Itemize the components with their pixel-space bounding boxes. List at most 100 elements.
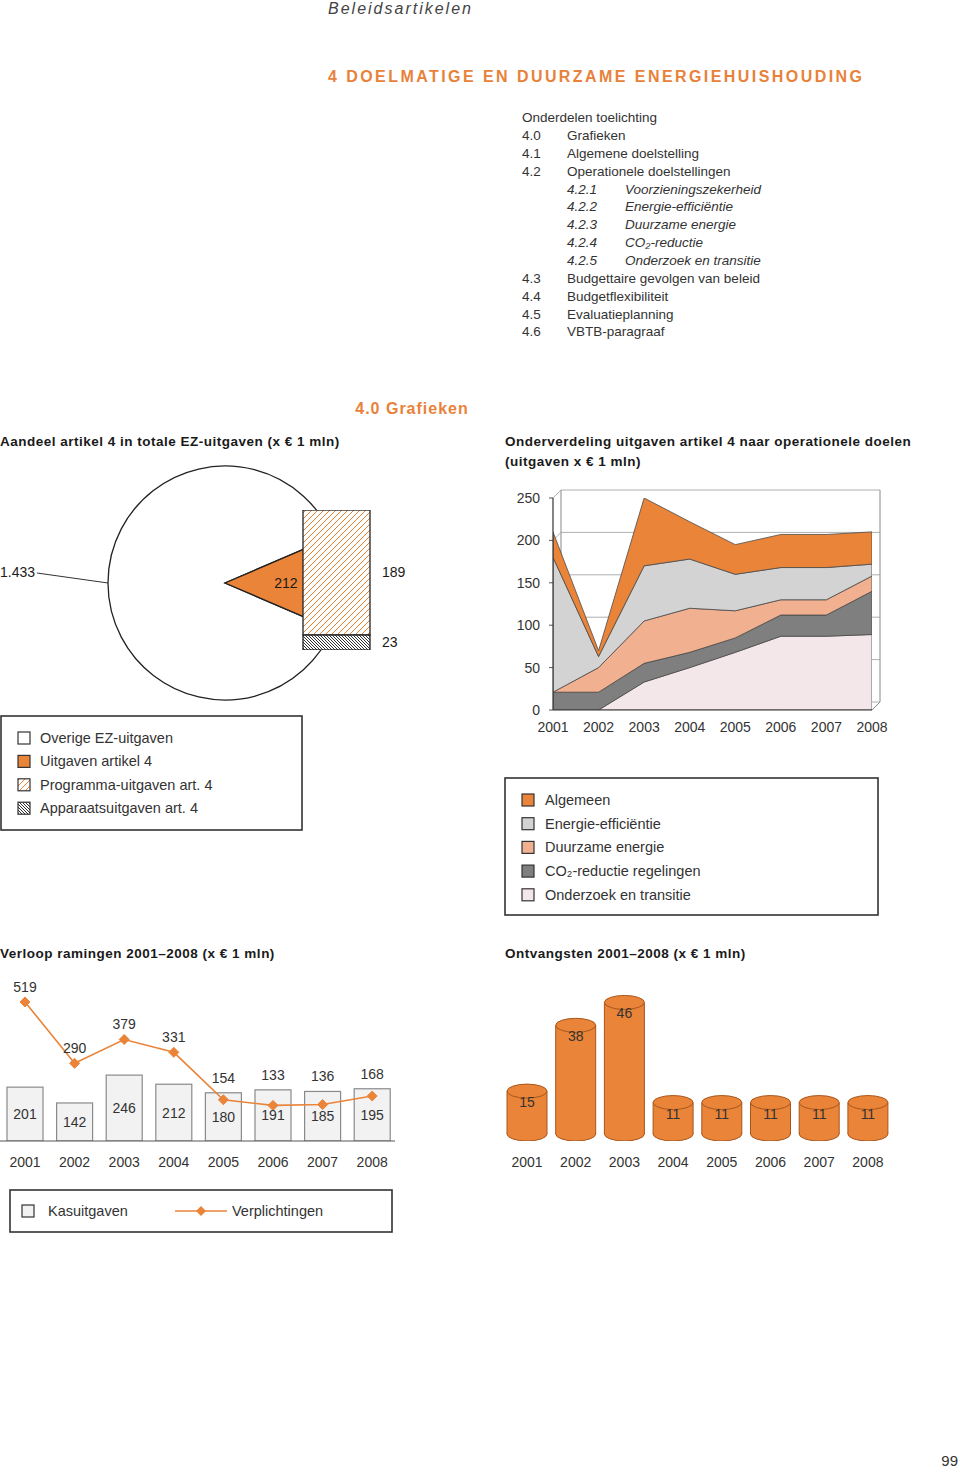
data-label: 195 <box>361 1107 385 1123</box>
tick-label: 2006 <box>765 719 796 735</box>
area-group <box>553 498 872 710</box>
toc-text: Duurzame energie <box>625 217 736 232</box>
legend-box <box>1 716 302 830</box>
bar-edge <box>644 1002 645 1134</box>
toc-number: 4.6 <box>522 324 541 339</box>
tick-label: 2001 <box>537 719 568 735</box>
data-label: 168 <box>361 1066 385 1082</box>
baseline <box>0 1141 395 1142</box>
bar <box>305 1091 341 1141</box>
bar-group <box>507 995 888 1141</box>
leader-line <box>37 573 108 583</box>
toc-text: Voorzieningszekerheid <box>625 182 762 197</box>
grid-line <box>561 532 880 533</box>
toc-text: Budgetflexibiliteit <box>567 289 669 304</box>
toc-text: VBTB-paragraaf <box>567 324 665 339</box>
data-label: 1.433 <box>0 564 35 580</box>
toc-text: Operationele doelstellingen <box>567 164 731 179</box>
legend-label: Overige EZ-uitgaven <box>40 730 173 746</box>
tick-label: 2002 <box>560 1154 591 1170</box>
line-marker <box>169 1047 179 1057</box>
data-label: 290 <box>63 1040 87 1056</box>
section-heading: 4.0 Grafieken <box>355 400 469 417</box>
bar-edge <box>595 1025 596 1134</box>
legend-box <box>505 778 878 915</box>
tick-label: 2005 <box>208 1154 239 1170</box>
toc-number: 4.2 <box>522 164 541 179</box>
tick-label: 2006 <box>257 1154 288 1170</box>
bar-segment <box>303 510 370 635</box>
toc-text: CO₂-reductie <box>625 235 703 250</box>
tick-label: 2007 <box>804 1154 835 1170</box>
tick-label: 250 <box>517 490 541 506</box>
bar-edge <box>693 1103 694 1134</box>
bar-edge <box>547 1091 548 1134</box>
legend-swatch <box>18 755 30 767</box>
data-label: 136 <box>311 1068 335 1084</box>
legend-swatch <box>522 841 534 853</box>
tick-label: 0 <box>532 702 540 718</box>
bar-edge <box>507 1091 508 1134</box>
legend-label: Programma-uitgaven art. 4 <box>40 777 212 793</box>
tick-label: 2005 <box>706 1154 737 1170</box>
tick-label: 2008 <box>856 719 887 735</box>
legend-swatch <box>18 779 30 791</box>
tick-label: 2001 <box>9 1154 40 1170</box>
bar <box>156 1084 192 1141</box>
legend-label: Kasuitgaven <box>48 1203 128 1219</box>
legend-box <box>10 1190 392 1232</box>
data-label: 189 <box>382 564 406 580</box>
tick-label: 2006 <box>755 1154 786 1170</box>
bar-edge <box>847 1103 848 1134</box>
tick-label: 2003 <box>609 1154 640 1170</box>
bar-edge <box>799 1103 800 1134</box>
running-head: Beleidsartikelen <box>328 0 473 17</box>
data-label: 191 <box>261 1107 285 1123</box>
tick-label: 200 <box>517 532 541 548</box>
tick-label: 2003 <box>109 1154 140 1170</box>
data-label: 15 <box>519 1094 535 1110</box>
data-label: 11 <box>715 1106 730 1122</box>
data-label: 519 <box>13 979 37 995</box>
legend-label: Algemeen <box>545 792 610 808</box>
toc-number: 4.2.1 <box>567 182 597 197</box>
bar <box>255 1090 291 1141</box>
toc-text: Algemene doelstelling <box>567 146 699 161</box>
line-marker <box>119 1034 129 1044</box>
line-marker <box>367 1091 377 1101</box>
grid-line <box>561 490 880 491</box>
legend-label: Verplichtingen <box>232 1203 323 1219</box>
bar-edge <box>555 1025 556 1134</box>
toc-text: Budgettaire gevolgen van beleid <box>567 271 760 286</box>
tick-label: 2007 <box>307 1154 338 1170</box>
data-label: 11 <box>666 1106 681 1122</box>
line <box>25 1002 372 1105</box>
toc-number: 4.0 <box>522 128 541 143</box>
bar-edge <box>653 1103 654 1134</box>
data-label: 38 <box>568 1028 584 1044</box>
bar-edge <box>887 1103 888 1134</box>
tick-label: 2007 <box>811 719 842 735</box>
data-label: 142 <box>63 1114 87 1130</box>
legend-swatch <box>522 865 534 877</box>
legend-label: Duurzame energie <box>545 839 664 855</box>
bar <box>205 1093 241 1141</box>
bar-group <box>303 510 370 650</box>
line-marker <box>20 997 30 1007</box>
data-label: 185 <box>311 1108 335 1124</box>
toc-text: Onderzoek en transitie <box>625 253 761 268</box>
line-marker <box>70 1058 80 1068</box>
bar <box>507 1091 547 1134</box>
bar <box>354 1089 390 1141</box>
data-label: 133 <box>261 1067 285 1083</box>
tick-label: 2004 <box>674 719 705 735</box>
line-marker <box>218 1095 228 1105</box>
tick-label: 2008 <box>852 1154 883 1170</box>
legend-swatch <box>522 889 534 901</box>
data-label: 154 <box>212 1070 236 1086</box>
chart-title: Verloop ramingen 2001–2008 (x € 1 mln) <box>0 946 275 961</box>
toc-number: 4.3 <box>522 271 541 286</box>
tick-label: 2003 <box>629 719 660 735</box>
data-label: 212 <box>162 1105 186 1121</box>
toc-number: 4.4 <box>522 289 541 304</box>
